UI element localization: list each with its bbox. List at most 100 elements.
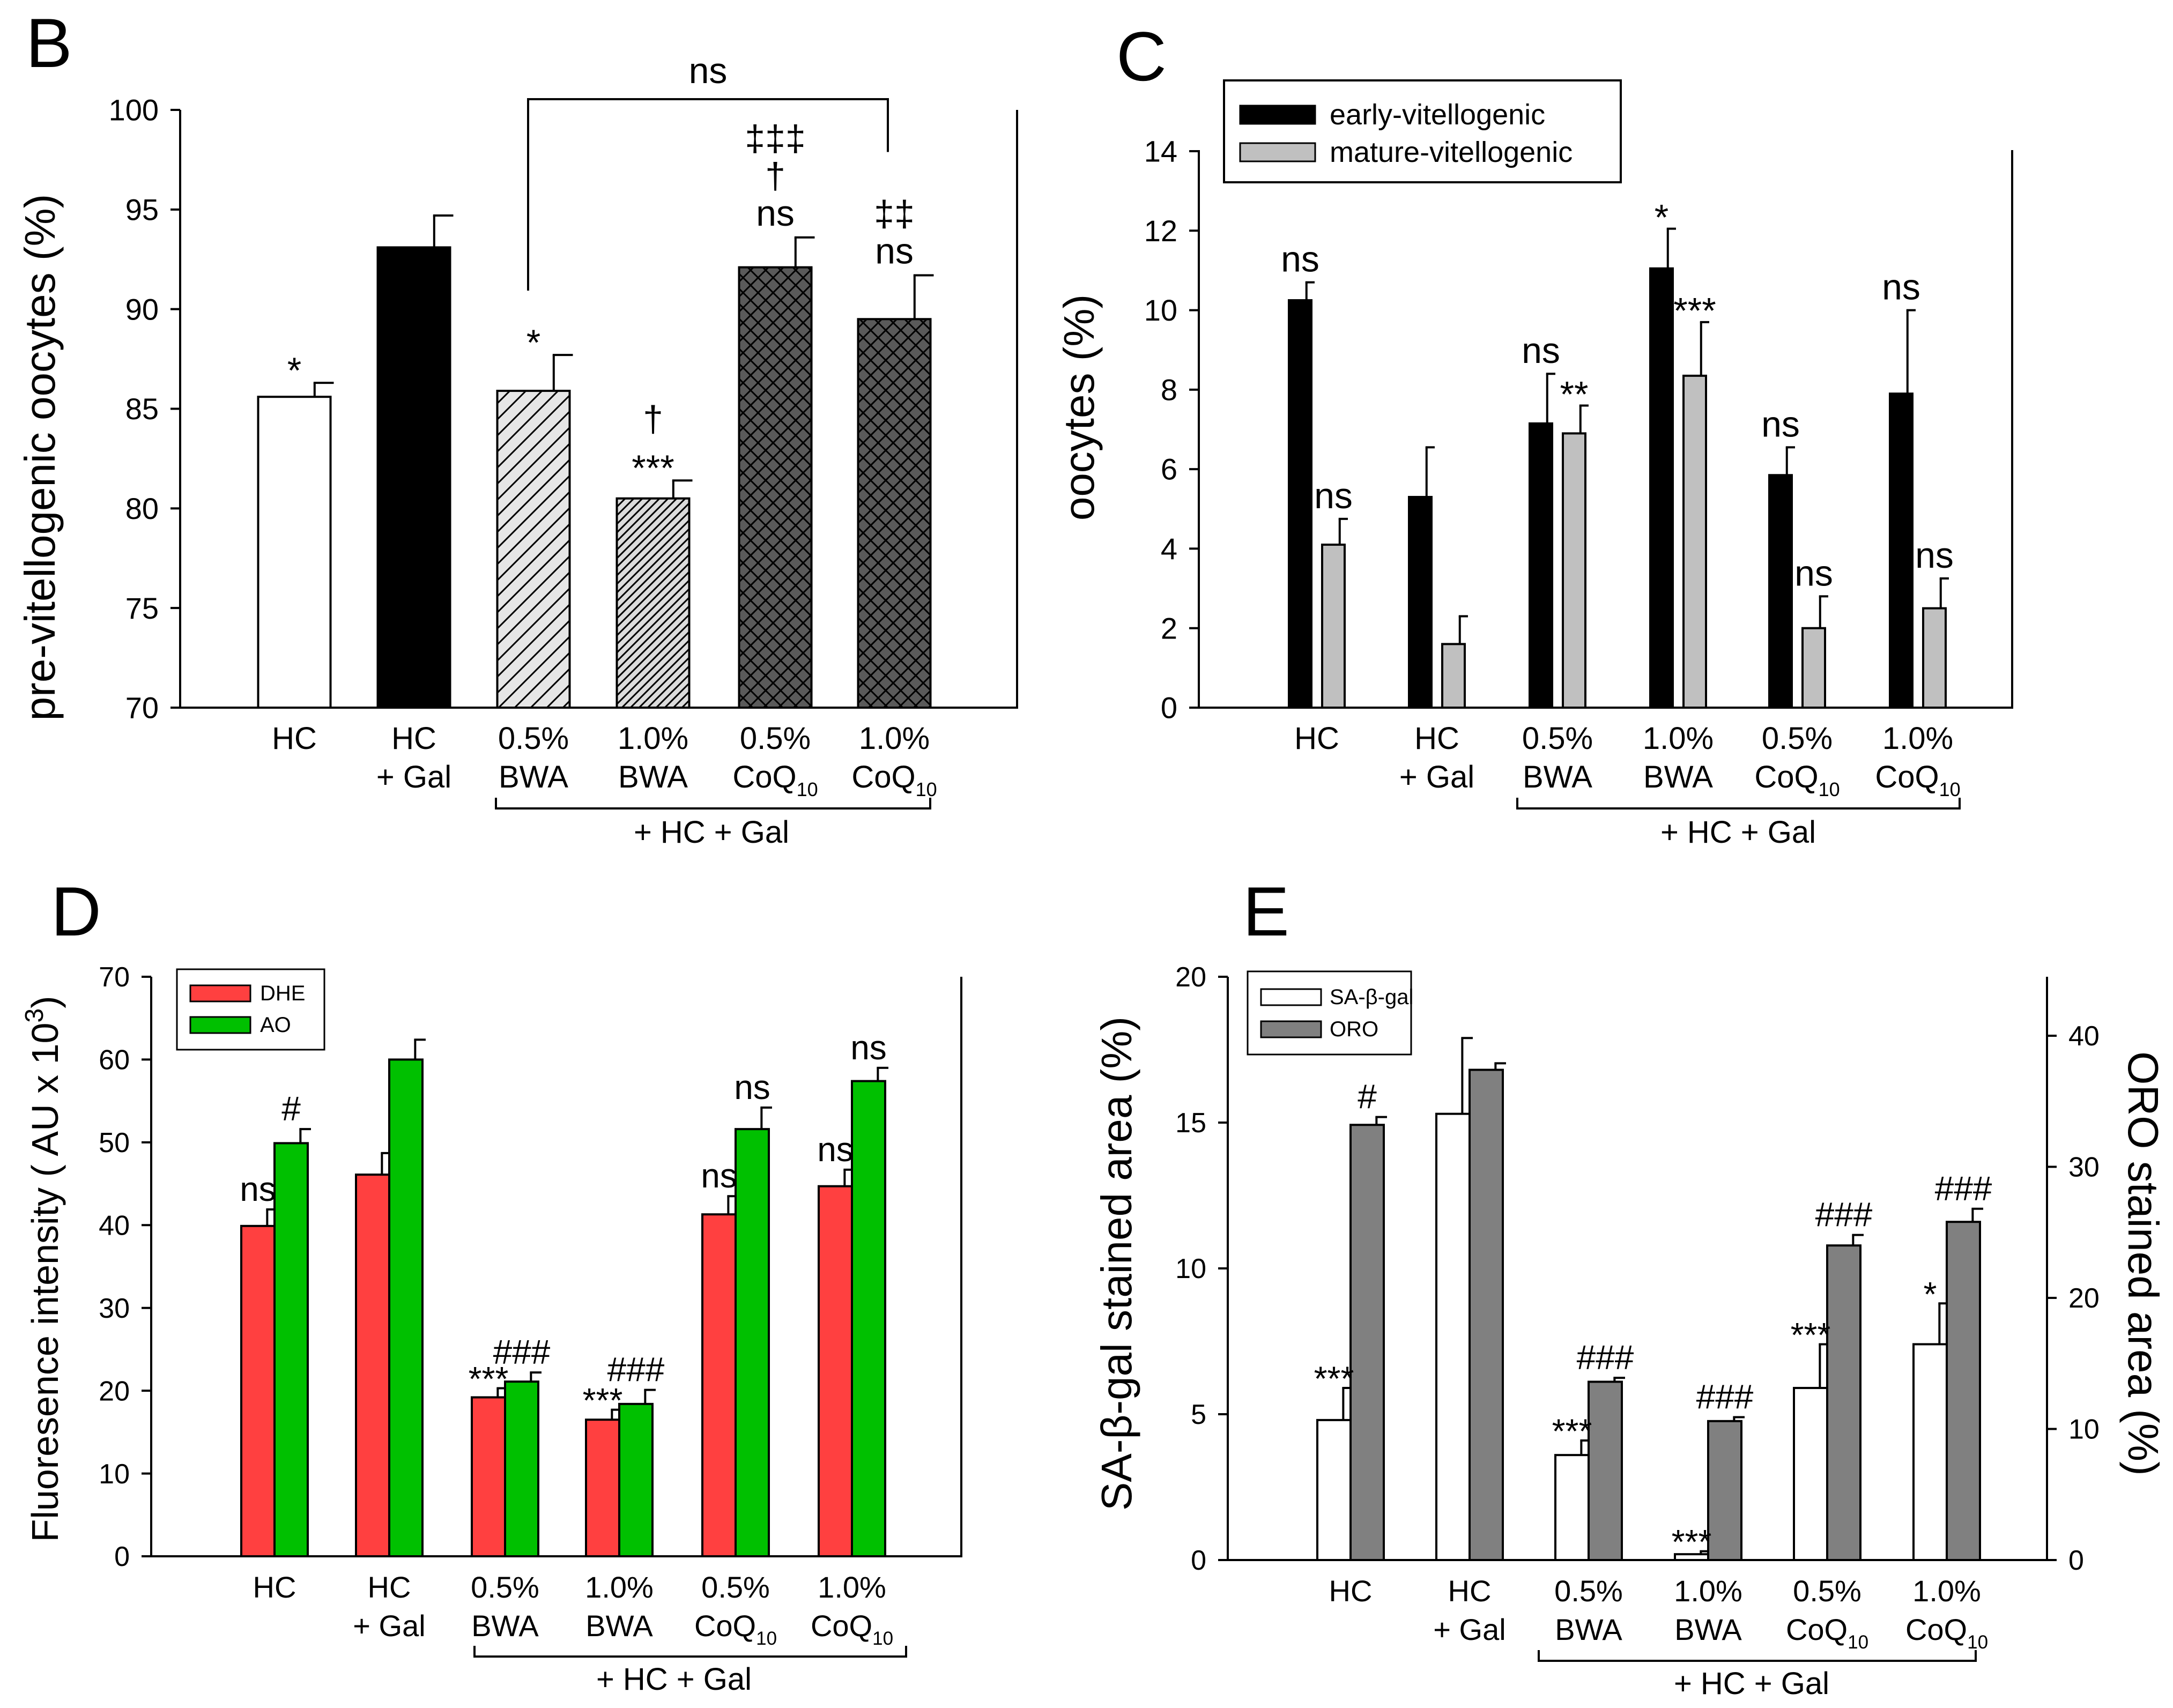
legend-d: DHE AO bbox=[176, 968, 325, 1051]
significance-mark-c-0-5-coq10-0: ns bbox=[1761, 404, 1800, 444]
category-label-e-0-line1: HC bbox=[1329, 1574, 1373, 1608]
legend-label-ao: AO bbox=[260, 1013, 291, 1037]
category-label-d-4-line2: CoQ10 bbox=[694, 1609, 777, 1649]
significance-mark-d-hc-0: # bbox=[281, 1089, 301, 1128]
bar-c-early-vitellogenic-1-0-bwa bbox=[1649, 267, 1674, 709]
significance-mark-d-hc-0: ns bbox=[240, 1170, 276, 1208]
significance-mark-d-0-5-bwa-0: ### bbox=[493, 1333, 551, 1371]
bar-c-early-vitellogenic-0-5-coq10 bbox=[1768, 474, 1793, 709]
significance-mark-d-0-5-bwa-0: *** bbox=[469, 1360, 509, 1398]
y-tick-label-b-100: 100 bbox=[109, 93, 159, 127]
y-tick-label-c-2: 2 bbox=[1161, 611, 1177, 645]
bar-d-dhe-0-5-bwa bbox=[471, 1396, 506, 1557]
significance-mark-e-1-0-bwa-0: ### bbox=[1696, 1378, 1754, 1416]
panel-d: D Fluoresence intensity ( AU x 103) 0 10 2… bbox=[20, 872, 962, 1697]
category-label-c-4-line1: 0.5% bbox=[1762, 721, 1833, 756]
y-tick-label-b-85: 85 bbox=[125, 392, 159, 426]
category-label-e-5-line2: CoQ10 bbox=[1905, 1613, 1988, 1653]
y-ticks-b: 70 75 80 85 90 95 100 bbox=[109, 93, 180, 725]
significance-mark-b-1-0-coq10-0: ‡‡ bbox=[874, 193, 915, 234]
category-label-c-4-line2: CoQ10 bbox=[1754, 760, 1840, 800]
bar-d-dhe-hc-gal bbox=[355, 1174, 390, 1557]
significance-mark-c-1-0-coq10-0: ns bbox=[1882, 267, 1920, 308]
bar-e-oro-hc bbox=[1349, 1124, 1385, 1561]
category-label-c-1-line2: + Gal bbox=[1399, 760, 1474, 794]
y-tick-label-c-4: 4 bbox=[1161, 532, 1177, 566]
legend-c: early-vitellogenic mature-vitellogenic bbox=[1223, 79, 1622, 183]
category-label-b-4-line1: 0.5% bbox=[740, 721, 811, 756]
bar-e-sa-gal-0-5-coq10 bbox=[1793, 1387, 1828, 1562]
legend-label-mature-vitellogenic: mature-vitellogenic bbox=[1330, 136, 1573, 168]
category-label-d-1-line1: HC bbox=[368, 1570, 411, 1604]
legend-swatch-early-vitellogenic bbox=[1239, 105, 1316, 125]
y-ticks-c: 0 2 4 6 8 10 12 14 bbox=[1144, 135, 1199, 725]
panel-b: B pre-vitellogenic oocytes (%) 70 75 80 85 9… bbox=[16, 4, 1018, 850]
category-label-e-2-line2: BWA bbox=[1555, 1613, 1622, 1646]
group-label-b: + HC + Gal bbox=[634, 815, 789, 850]
significance-mark-e-0-5-bwa-0: *** bbox=[1552, 1412, 1592, 1450]
category-label-d-5-line2: CoQ10 bbox=[811, 1609, 893, 1649]
bar-d-dhe-0-5-coq10 bbox=[701, 1213, 737, 1557]
category-label-b-2-line2: BWA bbox=[499, 760, 568, 794]
significance-mark-d-1-0-bwa-0: ### bbox=[607, 1350, 665, 1389]
y-tick-label-b-80: 80 bbox=[125, 492, 159, 525]
category-label-c-1-line1: HC bbox=[1414, 721, 1459, 756]
category-label-c-5-line2: CoQ10 bbox=[1875, 760, 1960, 800]
category-labels-c: HC HC + Gal 0.5% BWA 1.0% BWA 0.5% CoQ10 1.0% CoQ1… bbox=[1294, 721, 1961, 800]
bar-e-oro-0-5-bwa bbox=[1588, 1380, 1623, 1561]
significance-mark-e-0-5-bwa-0: ### bbox=[1577, 1338, 1634, 1377]
category-labels-d: HC HC + Gal 0.5% BWA 1.0% BWA 0.5% CoQ10 1.0% CoQ1… bbox=[253, 1570, 893, 1649]
y-axis-label-b: pre-vitellogenic oocytes (%) bbox=[16, 194, 64, 721]
legend-label-dhe: DHE bbox=[260, 982, 305, 1005]
bar-d-ao-hc-gal bbox=[388, 1058, 424, 1557]
y-tick-label-d-40: 40 bbox=[99, 1210, 130, 1241]
bar-c-early-vitellogenic-hc bbox=[1288, 299, 1312, 709]
category-label-e-1-line2: + Gal bbox=[1433, 1613, 1505, 1646]
y-tick-label-c-10: 10 bbox=[1144, 293, 1177, 327]
category-label-d-2-line1: 0.5% bbox=[471, 1570, 539, 1604]
legend-e: SA-β-gal ORO bbox=[1247, 970, 1413, 1056]
y-axis-label-e-right: ORO stained area (%) bbox=[2119, 1051, 2167, 1475]
significance-mark-c-0-5-bwa-0: ** bbox=[1560, 374, 1589, 414]
bar-c-mature-vitellogenic-hc bbox=[1321, 544, 1346, 709]
significance-mark-c-0-5-coq10-0: ns bbox=[1794, 553, 1833, 593]
y-tick-label-e-20: 20 bbox=[1175, 962, 1206, 993]
y-tick-label-b-95: 95 bbox=[125, 192, 159, 226]
y-tick-label-c-8: 8 bbox=[1161, 373, 1177, 406]
significance-mark-e-hc-0: *** bbox=[1314, 1360, 1354, 1398]
y-tick-label-b-75: 75 bbox=[125, 591, 159, 625]
significance-mark-e-1-0-coq10-0: * bbox=[1924, 1275, 1937, 1313]
y-tick-label-right-e-30: 30 bbox=[2068, 1152, 2100, 1183]
bars-c bbox=[1288, 227, 1949, 709]
bar-c-early-vitellogenic-0-5-bwa bbox=[1529, 422, 1553, 709]
category-label-c-2-line1: 0.5% bbox=[1522, 721, 1593, 756]
bar-b-pre-vitellogenic-hc-gal bbox=[376, 246, 451, 709]
bar-b-pre-vitellogenic-1-0-coq10 bbox=[857, 318, 932, 709]
category-label-e-2-line1: 0.5% bbox=[1554, 1574, 1623, 1608]
annotations-e: *** # *** ### *** ### *** ### * ### bbox=[1314, 1078, 1992, 1562]
category-label-d-0-line1: HC bbox=[253, 1570, 296, 1604]
y-tick-label-d-50: 50 bbox=[99, 1127, 130, 1159]
y-tick-label-d-10: 10 bbox=[99, 1459, 130, 1490]
bars-d bbox=[240, 1038, 888, 1558]
y-tick-label-b-70: 70 bbox=[125, 691, 159, 725]
bar-c-early-vitellogenic-hc-gal bbox=[1408, 496, 1433, 709]
y-ticks-e: 0 5 10 15 20 0 10 20 30 40 bbox=[1175, 962, 2100, 1576]
significance-mark-b-hc-0: * bbox=[287, 350, 301, 391]
category-label-e-3-line2: BWA bbox=[1674, 1613, 1742, 1646]
legend-swatch-sa-beta-gal bbox=[1260, 988, 1322, 1006]
bar-c-mature-vitellogenic-1-0-bwa bbox=[1682, 374, 1707, 709]
category-label-e-5-line1: 1.0% bbox=[1912, 1574, 1981, 1608]
y-tick-label-c-0: 0 bbox=[1161, 691, 1177, 725]
significance-mark-d-1-0-coq10-0: ns bbox=[850, 1028, 887, 1067]
category-label-b-0-line1: HC bbox=[272, 721, 317, 756]
significance-mark-b-0-5-coq10-2: ns bbox=[756, 193, 795, 234]
bar-e-sa-gal-0-5-bwa bbox=[1554, 1454, 1590, 1561]
y-axis-label-d: Fluoresence intensity ( AU x 103) bbox=[20, 996, 66, 1542]
y-tick-label-right-e-40: 40 bbox=[2068, 1021, 2100, 1052]
significance-mark-c-1-0-bwa-0: * bbox=[1655, 197, 1668, 237]
y-axis-label-e-left: SA-β-gal stained area (%) bbox=[1093, 1016, 1140, 1511]
